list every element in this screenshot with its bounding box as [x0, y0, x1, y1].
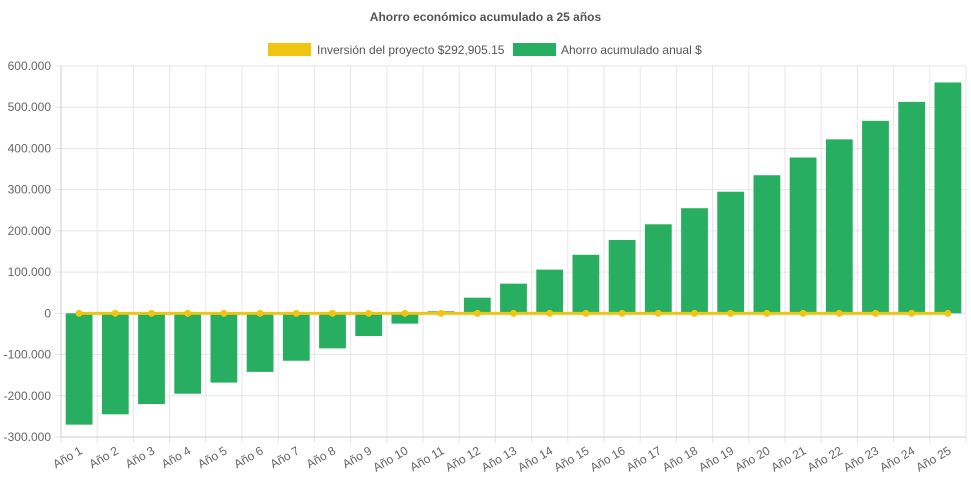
bar-4[interactable] [174, 313, 202, 394]
legend-item-investment[interactable]: Inversión del proyecto $292,905.15 [268, 43, 505, 57]
y-tick-label: -200.000 [4, 389, 52, 403]
legend-label-investment: Inversión del proyecto $292,905.15 [317, 43, 505, 57]
line-series [75, 309, 952, 317]
bar-21[interactable] [789, 157, 817, 314]
investment-point-10[interactable] [401, 309, 409, 317]
investment-point-1[interactable] [75, 309, 83, 317]
bar-25[interactable] [934, 82, 962, 314]
bar-10[interactable] [391, 313, 419, 324]
x-tick-label: Año 21 [769, 443, 809, 474]
investment-point-14[interactable] [546, 309, 554, 317]
bar-series [65, 82, 962, 425]
x-tick-label: Año 10 [370, 443, 410, 474]
x-tick-label: Año 16 [588, 443, 628, 474]
y-tick-label: 0 [44, 306, 51, 320]
y-tick-label: 300.000 [8, 183, 52, 197]
legend-swatch-savings [513, 43, 556, 56]
bar-23[interactable] [862, 120, 889, 314]
x-axis-ticks: Año 1 Año 2 Año 3 Año 4 Año 5 Año 6 Año 7 Año 8… [50, 443, 953, 474]
bar-24[interactable] [898, 101, 926, 314]
legend: Inversión del proyecto $292,905.15 Ahorr… [268, 43, 702, 57]
investment-point-9[interactable] [365, 309, 373, 317]
investment-point-24[interactable] [908, 309, 916, 317]
x-tick-label: Año 5 [195, 443, 229, 471]
investment-point-19[interactable] [727, 309, 735, 317]
x-tick-label: Año 2 [87, 443, 121, 471]
bar-13[interactable] [500, 283, 527, 314]
x-tick-label: Año 11 [407, 443, 446, 474]
x-tick-label: Año 8 [304, 443, 338, 471]
x-tick-label: Año 9 [340, 443, 374, 471]
x-tick-label: Año 1 [50, 443, 84, 471]
investment-point-22[interactable] [835, 309, 843, 317]
chart-title: Ahorro económico acumulado a 25 años [370, 10, 602, 24]
x-tick-label: Año 6 [231, 443, 265, 471]
investment-point-2[interactable] [111, 309, 119, 317]
investment-point-21[interactable] [799, 309, 807, 317]
bar-7[interactable] [282, 313, 310, 361]
x-tick-label: Año 22 [805, 443, 845, 474]
bar-2[interactable] [101, 313, 129, 415]
bar-14[interactable] [536, 269, 564, 314]
x-tick-label: Año 18 [660, 443, 700, 474]
y-tick-label: 500.000 [8, 100, 52, 114]
x-tick-label: Año 17 [624, 443, 664, 474]
investment-point-6[interactable] [256, 309, 264, 317]
y-tick-label: 100.000 [8, 265, 52, 279]
y-tick-label: 200.000 [8, 224, 52, 238]
bar-22[interactable] [825, 139, 853, 314]
investment-point-16[interactable] [618, 309, 626, 317]
bar-20[interactable] [753, 175, 781, 314]
x-tick-label: Año 12 [443, 443, 483, 474]
investment-point-25[interactable] [944, 309, 952, 317]
bar-16[interactable] [608, 239, 636, 314]
legend-item-savings[interactable]: Ahorro acumulado anual $ [513, 43, 702, 57]
bar-8[interactable] [319, 313, 346, 349]
investment-point-3[interactable] [148, 309, 155, 317]
x-tick-label: Año 7 [268, 443, 302, 471]
investment-point-11[interactable] [437, 309, 445, 317]
y-tick-label: 400.000 [8, 141, 52, 155]
investment-point-23[interactable] [872, 309, 879, 317]
x-tick-label: Año 24 [877, 443, 917, 474]
x-tick-label: Año 23 [841, 443, 881, 474]
investment-point-5[interactable] [220, 309, 228, 317]
legend-swatch-investment [268, 43, 311, 56]
bar-9[interactable] [355, 313, 383, 337]
investment-point-13[interactable] [510, 309, 517, 317]
bar-18[interactable] [681, 208, 708, 314]
bar-6[interactable] [246, 313, 274, 372]
bar-15[interactable] [572, 254, 600, 314]
bar-3[interactable] [138, 313, 165, 405]
investment-point-8[interactable] [329, 309, 336, 317]
y-axis-ticks: 600.000 500.000 400.000 300.000 200.000 100.0… [4, 59, 52, 444]
investment-point-20[interactable] [763, 309, 771, 317]
investment-point-18[interactable] [691, 309, 698, 317]
investment-point-15[interactable] [582, 309, 590, 317]
investment-point-17[interactable] [654, 309, 662, 317]
bar-19[interactable] [717, 191, 745, 314]
grid [55, 65, 967, 443]
legend-label-savings: Ahorro acumulado anual $ [561, 43, 702, 57]
y-tick-label: 600.000 [8, 59, 52, 73]
bar-12[interactable] [463, 297, 491, 314]
investment-point-12[interactable] [473, 309, 481, 317]
bar-5[interactable] [210, 313, 238, 383]
investment-point-7[interactable] [292, 309, 300, 317]
bar-1[interactable] [65, 313, 93, 425]
bar-17[interactable] [644, 224, 672, 314]
x-tick-label: Año 14 [515, 443, 555, 474]
x-tick-label: Año 4 [159, 443, 193, 471]
x-tick-label: Año 15 [551, 443, 591, 474]
investment-point-4[interactable] [184, 309, 192, 317]
y-tick-label: -300.000 [4, 430, 52, 444]
x-tick-label: Año 3 [123, 443, 157, 471]
x-tick-label: Año 25 [913, 443, 953, 474]
x-tick-label: Año 19 [696, 443, 736, 474]
x-tick-label: Año 20 [732, 443, 772, 474]
x-tick-label: Año 13 [479, 443, 519, 474]
y-tick-label: -100.000 [4, 348, 52, 362]
